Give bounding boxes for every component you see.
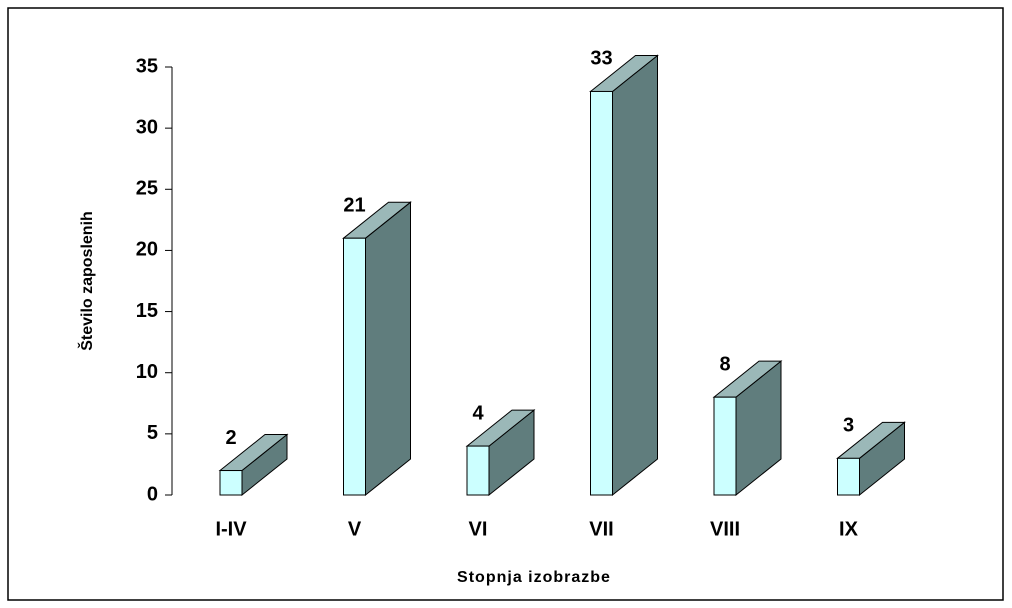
y-tick-label: 15 — [136, 300, 158, 322]
bar-side — [612, 54, 658, 497]
x-tick-label: VII — [589, 518, 613, 540]
y-axis-label: Število zaposlenih — [77, 211, 96, 351]
x-axis-label: Stopnja izobrazbe — [457, 569, 611, 586]
bar — [713, 396, 737, 496]
chart-frame — [7, 7, 1004, 601]
value-label: 3 — [843, 415, 854, 437]
value-label: 2 — [225, 427, 236, 449]
y-tick-label: 20 — [136, 239, 158, 261]
bar — [343, 237, 366, 496]
value-label: 4 — [472, 402, 484, 424]
x-tick-label: IX — [839, 518, 859, 540]
bar-side — [365, 201, 411, 497]
bar — [837, 457, 860, 496]
y-tick-label: 30 — [136, 116, 158, 138]
y-tick-label: 5 — [147, 422, 158, 444]
value-label: 21 — [343, 194, 365, 216]
y-tick-label: 0 — [147, 483, 158, 505]
bar — [590, 90, 613, 496]
value-label: 33 — [590, 48, 612, 70]
y-tick-label: 25 — [136, 178, 158, 200]
bar — [466, 445, 490, 496]
value-label: 8 — [719, 353, 730, 375]
y-tick-label: 10 — [136, 361, 158, 383]
x-tick-label: VIII — [710, 518, 740, 540]
x-tick-label: V — [348, 518, 362, 540]
y-tick-label: 35 — [136, 55, 158, 77]
x-tick-label: I-IV — [215, 518, 247, 540]
x-tick-label: VI — [469, 518, 488, 540]
bar — [219, 470, 243, 496]
